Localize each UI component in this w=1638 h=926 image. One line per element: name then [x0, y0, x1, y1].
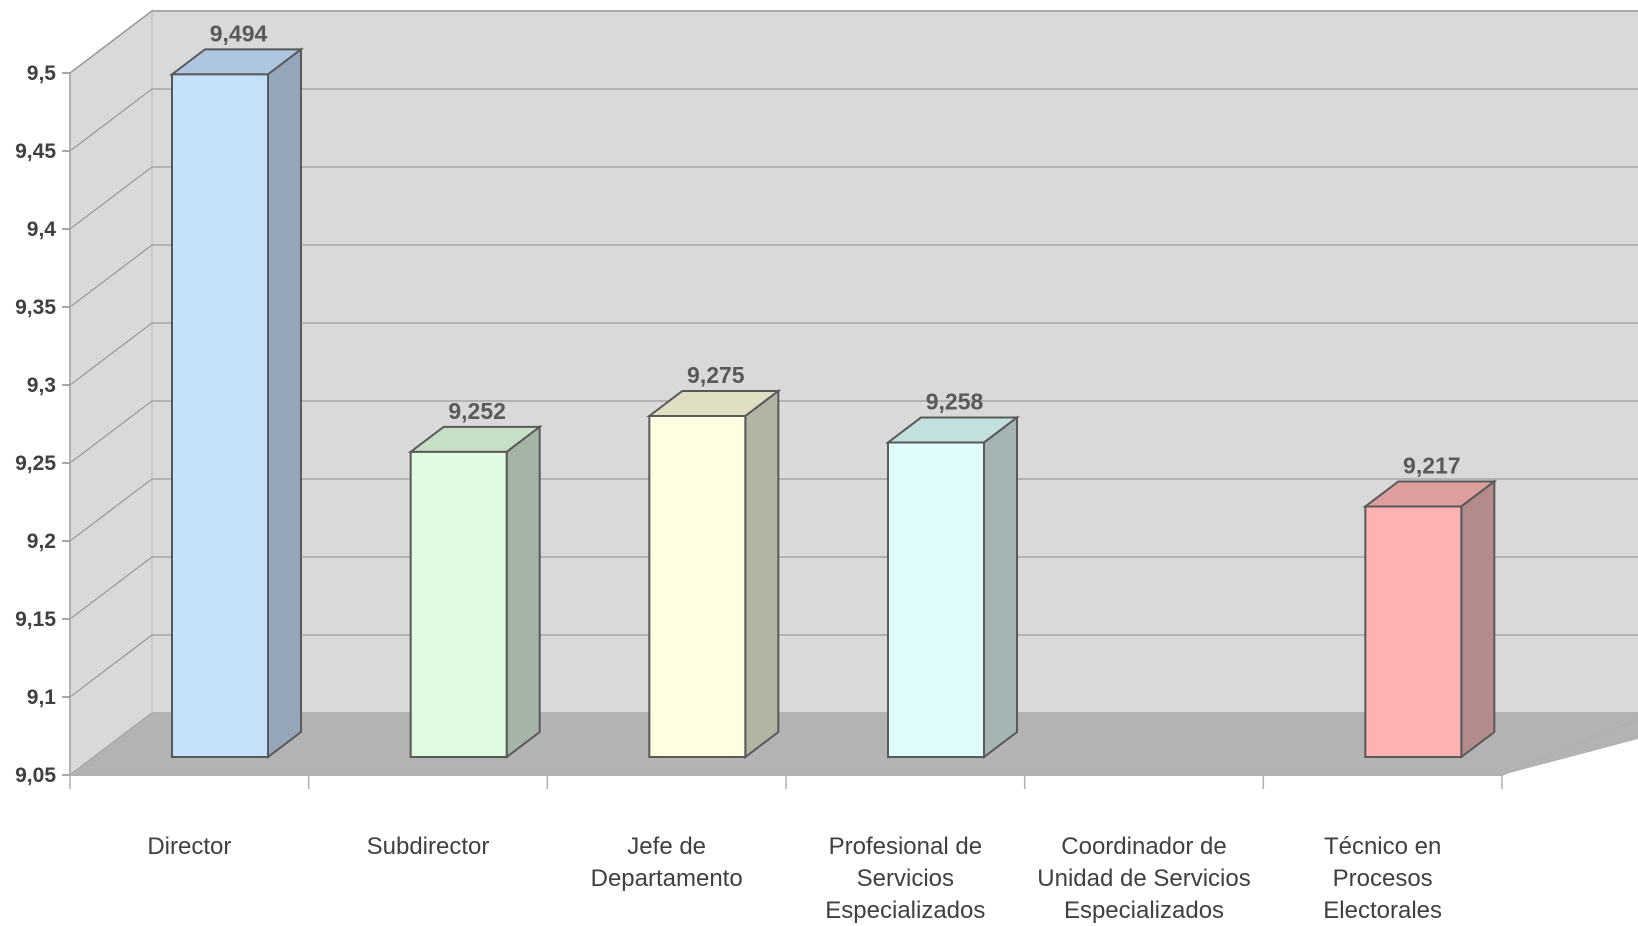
x-category-label: Profesional de [829, 833, 982, 860]
y-tick-label: 9,1 [27, 686, 57, 709]
x-category-label: Procesos [1333, 865, 1433, 892]
gridline-side [69, 400, 153, 464]
x-category-label: Especializados [825, 897, 985, 924]
side-wall [69, 8, 153, 778]
y-tick-label: 9,25 [15, 452, 56, 475]
gridline-side [69, 10, 153, 74]
y-axis: 9,05 9,1 9,15 9,2 9,25 9,3 9,35 9,4 9,45 9,5 [15, 62, 71, 787]
x-category-label: Servicios [857, 865, 954, 892]
bar [646, 388, 782, 760]
y-tick-label: 9,5 [27, 62, 57, 85]
gridline-side [69, 88, 153, 152]
x-axis-depth-line [1501, 718, 1638, 776]
bar-front [409, 450, 508, 758]
value-label: 9,494 [210, 20, 268, 46]
x-category-label: Unidad de Servicios [1037, 865, 1250, 892]
x-category-label: Jefe de [627, 833, 706, 860]
bar [885, 415, 1020, 760]
x-category-label: Subdirector [367, 833, 490, 860]
y-tick-label: 9,45 [15, 140, 56, 163]
bar-front [887, 441, 985, 758]
bar-side [744, 388, 780, 760]
value-label: 9,258 [926, 389, 984, 415]
bar-side [505, 424, 541, 760]
x-category-label: Departamento [591, 865, 743, 892]
bar [1362, 479, 1498, 760]
gridline-side [69, 322, 153, 386]
bar-side [983, 415, 1018, 760]
x-category-label: Especializados [1064, 897, 1224, 924]
y-tick-label: 9,3 [27, 374, 56, 397]
y-tick-label: 9,15 [15, 608, 56, 631]
gridline-side [69, 244, 153, 308]
x-category-label: Director [147, 833, 231, 860]
value-labels: 9,494 9,252 9,275 9,258 9,217 [210, 20, 1461, 478]
bar-front [648, 415, 747, 758]
y-tick-label: 9,35 [15, 296, 56, 319]
bar [169, 47, 304, 760]
y-tick-label: 9,4 [27, 218, 57, 241]
bar-side [267, 47, 302, 760]
gridline-side [69, 166, 153, 230]
y-tick-label: 9,2 [27, 530, 56, 553]
x-category-label: Técnico en [1324, 833, 1441, 860]
gridline-side [69, 478, 153, 542]
y-tick-label: 9,05 [15, 764, 56, 787]
bar-front [171, 73, 269, 759]
bar-side [1460, 479, 1496, 760]
x-category-label: Electorales [1323, 897, 1442, 924]
bar [407, 424, 543, 760]
bars [169, 47, 1498, 760]
value-label: 9,252 [448, 398, 506, 424]
value-label: 9,275 [687, 362, 745, 388]
gridline-side [69, 634, 153, 698]
x-axis: Director Subdirector Jefe de Departamento Pr… [69, 718, 1638, 924]
x-category-label: Coordinador de [1061, 833, 1226, 860]
value-label: 9,217 [1403, 452, 1461, 478]
gridline-side [69, 556, 153, 620]
bar-front [1364, 505, 1463, 759]
